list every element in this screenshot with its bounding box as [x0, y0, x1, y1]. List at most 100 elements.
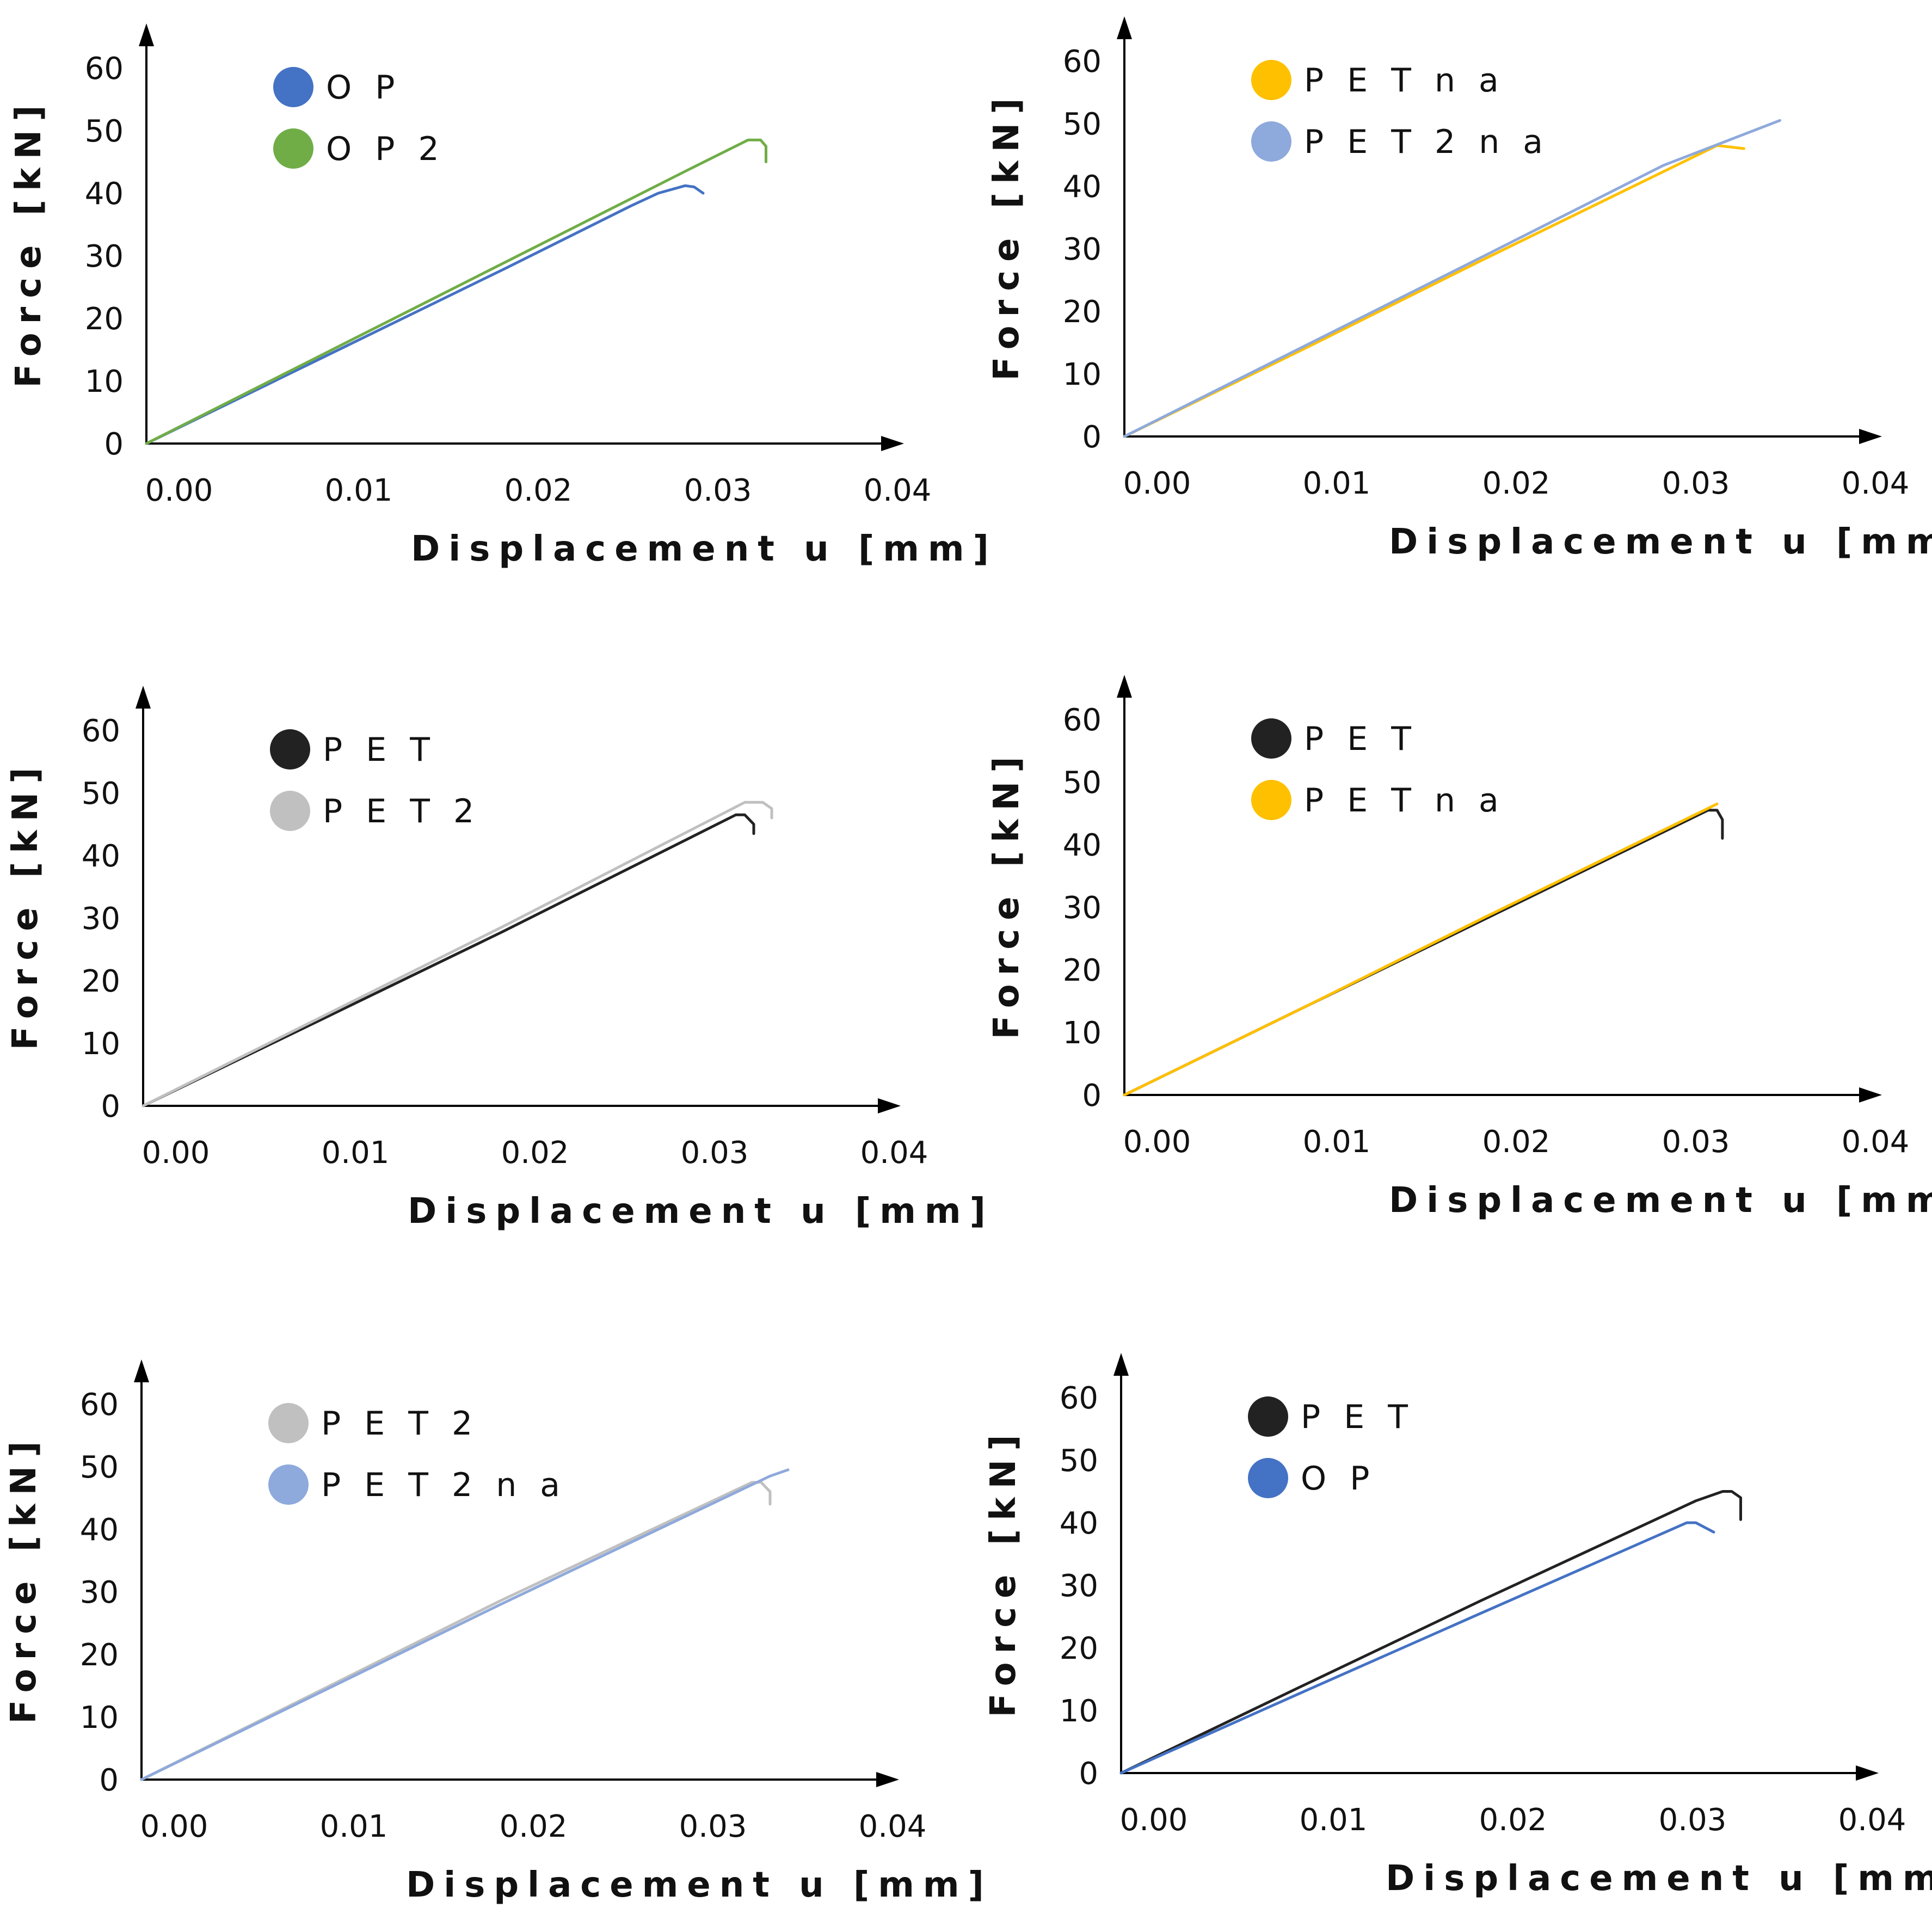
y-axis-title: Force [kN]	[987, 748, 1027, 1039]
x-tick-label: 0.03	[684, 473, 752, 508]
x-tick-label: 0.00	[1120, 1802, 1188, 1838]
y-tick-label: 60	[85, 51, 124, 87]
x-axis-title: Displacement u [mm]	[1389, 522, 1932, 562]
y-axis-title: Force [kN]	[4, 1433, 44, 1724]
y-tick-label: 10	[80, 1700, 119, 1735]
x-tick-label: 0.00	[140, 1809, 208, 1844]
x-axis-arrowhead	[881, 436, 904, 451]
y-tick-label: 50	[80, 1450, 119, 1485]
y-tick-label: 20	[80, 1638, 119, 1673]
series-line-2	[145, 138, 767, 445]
legend-label-1: O P	[326, 69, 401, 107]
y-tick-label: 20	[85, 301, 124, 337]
x-tick-label: 0.01	[322, 1135, 390, 1171]
legend-label-2: P E T n a	[1304, 781, 1505, 820]
x-axis-title: Displacement u [mm]	[411, 529, 998, 569]
y-tick-label: 60	[1060, 1381, 1098, 1416]
legend-label-2: P E T 2 n a	[321, 1466, 567, 1504]
y-axis-title: Force [kN]	[9, 97, 49, 388]
y-tick-label: 30	[1063, 232, 1102, 267]
y-axis-arrowhead	[134, 1359, 149, 1382]
x-tick-label: 0.01	[1300, 1802, 1368, 1838]
series-line-2	[141, 801, 773, 1107]
x-tick-label: 0.01	[325, 473, 393, 508]
y-tick-label: 10	[1063, 357, 1102, 392]
x-axis-title: Displacement u [mm]	[1389, 1180, 1932, 1221]
x-tick-label: 0.03	[1662, 466, 1730, 501]
x-tick-label: 0.04	[859, 1809, 927, 1844]
y-tick-label: 10	[82, 1026, 120, 1062]
y-tick-label: 40	[1063, 828, 1102, 863]
x-axis-arrowhead	[1859, 429, 1882, 444]
legend-marker-2	[1248, 1458, 1288, 1498]
y-tick-label: 20	[1060, 1631, 1098, 1666]
series-line-1	[140, 1481, 772, 1781]
x-axis-arrowhead	[876, 1772, 899, 1787]
x-axis-title: Displacement u [mm]	[408, 1191, 994, 1232]
chart-panel-3: 0.00 0.01 0.02 0.03 0.04 0 10 20 30 40 50 60 Displac…	[5, 686, 994, 1232]
chart-panel-1: 0.00 0.01 0.02 0.03 0.04 0 10 20 30 40 50 60 Displac…	[9, 23, 998, 569]
y-axis-arrowhead	[1113, 1353, 1129, 1376]
y-tick-label: 60	[1063, 44, 1102, 79]
x-tick-label: 0.00	[1123, 466, 1191, 501]
y-axis-arrowhead	[1117, 675, 1132, 698]
x-tick-label: 0.03	[679, 1809, 747, 1844]
x-tick-label: 0.03	[1662, 1124, 1730, 1160]
y-tick-label: 40	[80, 1512, 119, 1548]
chart-panel-6: 0.00 0.01 0.02 0.03 0.04 0 10 20 30 40 50 60 Displac…	[983, 1353, 1932, 1899]
y-tick-label: 40	[1060, 1506, 1098, 1541]
series-line-2	[1123, 802, 1719, 1097]
y-tick-label: 20	[82, 964, 120, 999]
x-axis-arrowhead	[1859, 1087, 1882, 1103]
y-axis-arrowhead	[139, 23, 154, 46]
legend-marker-1	[1251, 718, 1291, 759]
y-axis-title: Force [kN]	[5, 759, 46, 1050]
x-axis-title: Displacement u [mm]	[1386, 1858, 1932, 1899]
legend-marker-1	[273, 67, 313, 107]
y-tick-label: 0	[1082, 420, 1102, 455]
y-tick-label: 30	[1060, 1568, 1098, 1604]
y-tick-label: 0	[101, 1089, 120, 1124]
x-tick-label: 0.02	[504, 473, 573, 508]
y-tick-label: 50	[1063, 107, 1102, 142]
legend-label-1: P E T 2	[321, 1405, 479, 1443]
x-tick-label: 0.02	[501, 1135, 569, 1171]
x-tick-label: 0.02	[500, 1809, 568, 1844]
x-tick-label: 0.00	[145, 473, 213, 508]
y-tick-label: 30	[85, 239, 124, 274]
series-line-1	[1119, 1490, 1742, 1775]
y-tick-label: 50	[1063, 765, 1102, 801]
legend-label-2: P E T 2	[323, 792, 481, 830]
legend-label-1: P E T n a	[1304, 61, 1505, 100]
x-tick-label: 0.02	[1482, 1124, 1550, 1160]
x-axis-arrowhead	[878, 1098, 901, 1113]
legend-marker-1	[268, 1403, 309, 1443]
x-tick-label: 0.04	[1838, 1802, 1906, 1838]
y-tick-label: 10	[1060, 1694, 1098, 1729]
x-tick-label: 0.03	[1659, 1802, 1727, 1838]
x-tick-label: 0.00	[142, 1135, 210, 1171]
x-tick-label: 0.04	[1842, 1124, 1910, 1160]
legend-label-2: O P 2	[326, 130, 446, 168]
y-tick-label: 0	[1079, 1756, 1098, 1792]
y-tick-label: 50	[85, 114, 124, 149]
y-tick-label: 40	[85, 176, 124, 212]
legend-marker-2	[1251, 121, 1291, 162]
legend-marker-2	[270, 791, 310, 831]
y-tick-label: 30	[80, 1575, 119, 1610]
y-axis-arrowhead	[1117, 16, 1132, 39]
y-axis-arrowhead	[136, 686, 151, 709]
y-tick-label: 30	[82, 901, 120, 937]
legend-label-2: O P	[1301, 1460, 1376, 1498]
x-axis-arrowhead	[1856, 1765, 1879, 1781]
legend-marker-2	[1251, 780, 1291, 820]
x-tick-label: 0.01	[1303, 466, 1371, 501]
y-tick-label: 40	[1063, 169, 1102, 205]
legend-label-1: P E T	[1304, 720, 1418, 758]
legend-label-1: P E T	[323, 731, 436, 769]
y-tick-label: 30	[1063, 890, 1102, 926]
legend-marker-2	[273, 128, 313, 169]
chart-panel-5: 0.00 0.01 0.02 0.03 0.04 0 10 20 30 40 50 60 Displac…	[4, 1359, 984, 1905]
legend-marker-2	[268, 1464, 309, 1505]
